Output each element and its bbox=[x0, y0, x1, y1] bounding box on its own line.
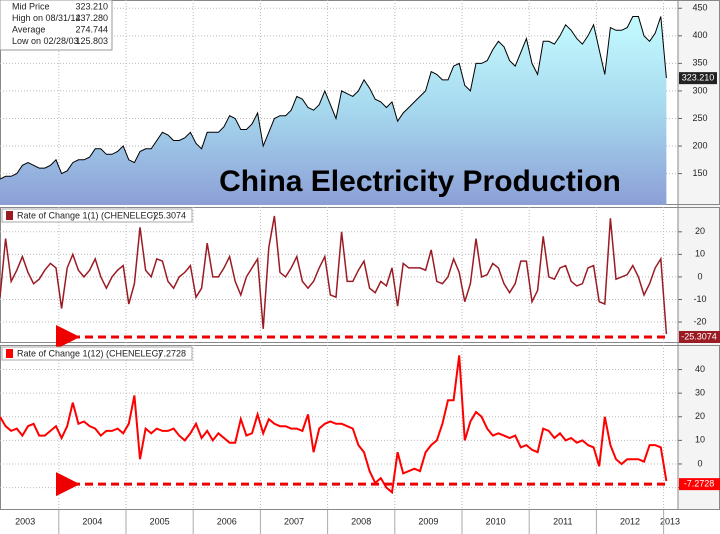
y-tick-label: 450 bbox=[692, 3, 707, 13]
y-tick-label: 10 bbox=[695, 249, 705, 259]
x-tick-label: 2005 bbox=[150, 516, 170, 526]
legend-label: Average bbox=[12, 24, 45, 34]
y-tick-label: -20 bbox=[693, 316, 706, 326]
line bbox=[0, 16, 667, 180]
last-value-tag bbox=[679, 478, 720, 491]
x-tick-label: 2004 bbox=[82, 516, 102, 526]
y-tick-label: 20 bbox=[695, 226, 705, 236]
x-tick-label: 2010 bbox=[486, 516, 506, 526]
legend-label: Mid Price bbox=[12, 1, 50, 11]
last-value-tag bbox=[679, 72, 717, 85]
legend-label: Rate of Change 1(1) (CHENELEC) bbox=[17, 210, 156, 220]
legend-swatch bbox=[6, 349, 13, 358]
y-tick-label: 40 bbox=[695, 364, 705, 374]
legend-value: 323.210 bbox=[75, 1, 108, 11]
x-tick-label: 2003 bbox=[15, 516, 35, 526]
y-tick-label: 0 bbox=[697, 271, 702, 281]
legend-value: 437.280 bbox=[75, 13, 108, 23]
y-tick-label: 20 bbox=[695, 411, 705, 421]
axis-panel bbox=[678, 0, 720, 510]
x-tick-label: 2007 bbox=[284, 516, 304, 526]
x-tick-label: 2013 bbox=[660, 516, 680, 526]
y-tick-label: 400 bbox=[692, 30, 707, 40]
line bbox=[0, 215, 668, 335]
legend-box bbox=[0, 0, 113, 51]
x-tick-label: 2008 bbox=[351, 516, 371, 526]
legend-value: 125.803 bbox=[75, 36, 108, 46]
x-tick-label: 2011 bbox=[553, 516, 572, 526]
legend-box bbox=[1, 208, 193, 223]
legend-label: High on 08/31/12 bbox=[12, 13, 81, 23]
x-tick-label: 2009 bbox=[418, 516, 438, 526]
line bbox=[0, 355, 668, 495]
legend-value: 274.744 bbox=[75, 24, 108, 34]
last-value-label: 323.210 bbox=[682, 73, 715, 83]
legend-swatch bbox=[6, 211, 13, 220]
last-value-label: -25.3074 bbox=[681, 331, 717, 341]
legend-box bbox=[1, 346, 193, 361]
chart-title: China Electricity Production bbox=[219, 165, 621, 198]
y-tick-label: 300 bbox=[692, 85, 707, 95]
legend-value: -25.3074 bbox=[150, 210, 186, 220]
legend-value: -7.2728 bbox=[155, 348, 186, 358]
y-tick-label: 0 bbox=[697, 458, 702, 468]
y-tick-label: 350 bbox=[692, 58, 707, 68]
y-tick-label: 30 bbox=[695, 388, 705, 398]
last-value-tag bbox=[679, 330, 720, 343]
y-tick-label: -10 bbox=[693, 294, 706, 304]
legend-label: Low on 02/28/03 bbox=[12, 36, 79, 46]
y-tick-label: 150 bbox=[692, 168, 707, 178]
x-tick-label: 2012 bbox=[620, 516, 640, 526]
y-tick-label: 200 bbox=[692, 140, 707, 150]
y-tick-label: 10 bbox=[695, 435, 705, 445]
legend-label: Rate of Change 1(12) (CHENELEC) bbox=[17, 348, 161, 358]
y-tick-label: 250 bbox=[692, 113, 707, 123]
area bbox=[0, 16, 667, 205]
last-value-label: -7.2728 bbox=[684, 479, 715, 489]
x-tick-label: 2006 bbox=[217, 516, 237, 526]
